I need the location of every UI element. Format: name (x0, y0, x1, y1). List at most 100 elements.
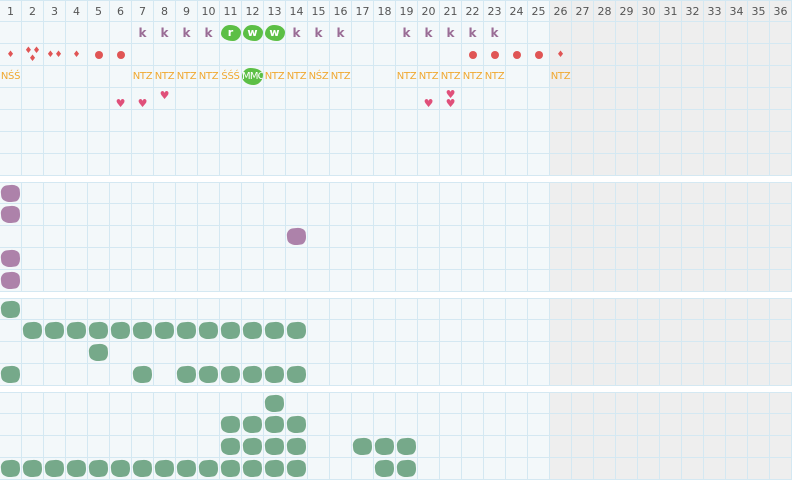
grid-cell[interactable] (704, 392, 726, 414)
grid-cell[interactable] (550, 154, 572, 176)
grid-cell[interactable] (418, 248, 440, 270)
green-block[interactable] (44, 459, 65, 478)
grid-cell[interactable] (572, 458, 594, 480)
grid-cell[interactable] (396, 414, 418, 436)
grid-cell[interactable] (220, 132, 242, 154)
grid-cell[interactable] (770, 414, 792, 436)
grid-cell[interactable] (374, 392, 396, 414)
grid-cell[interactable] (88, 226, 110, 248)
grid-cell[interactable] (462, 248, 484, 270)
grid-cell[interactable] (638, 458, 660, 480)
grid-cell[interactable] (616, 298, 638, 320)
grid-cell[interactable] (682, 110, 704, 132)
column-header-13[interactable]: 13 (264, 0, 286, 22)
grid-cell[interactable] (528, 88, 550, 110)
grid-cell[interactable] (154, 204, 176, 226)
grid-cell[interactable] (660, 22, 682, 44)
grid-cell[interactable] (66, 364, 88, 386)
grid-cell[interactable]: NTZ (154, 66, 176, 88)
grid-cell[interactable] (154, 132, 176, 154)
green-block[interactable] (66, 321, 87, 340)
grid-cell[interactable] (660, 392, 682, 414)
grid-cell[interactable] (0, 248, 22, 270)
grid-cell[interactable] (352, 298, 374, 320)
grid-cell[interactable] (374, 298, 396, 320)
grid-cell[interactable] (660, 132, 682, 154)
grid-cell[interactable] (132, 298, 154, 320)
grid-cell[interactable] (110, 22, 132, 44)
grid-cell[interactable] (462, 182, 484, 204)
grid-cell[interactable] (220, 414, 242, 436)
grid-cell[interactable] (528, 154, 550, 176)
green-block[interactable] (132, 459, 153, 478)
grid-cell[interactable] (176, 270, 198, 292)
grid-cell[interactable] (616, 44, 638, 66)
grid-cell[interactable] (110, 110, 132, 132)
grid-cell[interactable] (286, 226, 308, 248)
grid-cell[interactable] (594, 342, 616, 364)
grid-cell[interactable] (132, 204, 154, 226)
grid-cell[interactable] (396, 458, 418, 480)
grid-cell[interactable] (572, 270, 594, 292)
grid-cell[interactable] (462, 226, 484, 248)
grid-cell[interactable] (154, 298, 176, 320)
green-block[interactable] (286, 365, 307, 384)
grid-cell[interactable] (220, 182, 242, 204)
grid-cell[interactable] (418, 44, 440, 66)
grid-cell[interactable] (352, 436, 374, 458)
grid-cell[interactable] (572, 414, 594, 436)
grid-cell[interactable] (660, 270, 682, 292)
grid-cell[interactable] (638, 320, 660, 342)
grid-cell[interactable] (770, 342, 792, 364)
green-block[interactable] (352, 437, 373, 456)
grid-cell[interactable] (440, 226, 462, 248)
grid-cell[interactable] (154, 436, 176, 458)
grid-cell[interactable] (726, 44, 748, 66)
grid-cell[interactable] (154, 270, 176, 292)
grid-cell[interactable] (528, 226, 550, 248)
grid-cell[interactable] (638, 392, 660, 414)
grid-cell[interactable] (682, 392, 704, 414)
grid-cell[interactable] (286, 44, 308, 66)
grid-cell[interactable] (440, 270, 462, 292)
grid-cell[interactable] (66, 154, 88, 176)
green-block[interactable] (88, 343, 109, 362)
grid-cell[interactable] (264, 132, 286, 154)
grid-cell[interactable] (396, 364, 418, 386)
grid-cell[interactable] (726, 154, 748, 176)
grid-cell[interactable]: k (176, 22, 198, 44)
grid-cell[interactable] (352, 342, 374, 364)
grid-cell[interactable] (506, 110, 528, 132)
grid-cell[interactable] (330, 182, 352, 204)
grid-cell[interactable] (638, 88, 660, 110)
green-block[interactable] (0, 365, 21, 384)
grid-cell[interactable] (242, 154, 264, 176)
column-header-19[interactable]: 19 (396, 0, 418, 22)
grid-cell[interactable] (748, 226, 770, 248)
grid-cell[interactable] (682, 298, 704, 320)
grid-cell[interactable] (594, 248, 616, 270)
column-header-8[interactable]: 8 (154, 0, 176, 22)
grid-cell[interactable] (88, 414, 110, 436)
grid-cell[interactable] (396, 320, 418, 342)
grid-cell[interactable] (506, 88, 528, 110)
grid-cell[interactable] (660, 248, 682, 270)
grid-cell[interactable] (484, 342, 506, 364)
grid-cell[interactable]: k (418, 22, 440, 44)
grid-cell[interactable]: k (484, 22, 506, 44)
grid-cell[interactable] (22, 248, 44, 270)
grid-cell[interactable] (352, 320, 374, 342)
column-header-3[interactable]: 3 (44, 0, 66, 22)
grid-cell[interactable] (594, 110, 616, 132)
grid-cell[interactable] (594, 364, 616, 386)
grid-cell[interactable] (88, 392, 110, 414)
grid-cell[interactable] (88, 182, 110, 204)
grid-cell[interactable] (660, 110, 682, 132)
grid-cell[interactable]: ♦♦ (44, 44, 66, 66)
grid-cell[interactable] (0, 22, 22, 44)
grid-cell[interactable] (110, 44, 132, 66)
grid-cell[interactable] (616, 182, 638, 204)
green-block[interactable] (242, 321, 263, 340)
grid-cell[interactable] (264, 270, 286, 292)
green-block[interactable] (0, 299, 21, 319)
